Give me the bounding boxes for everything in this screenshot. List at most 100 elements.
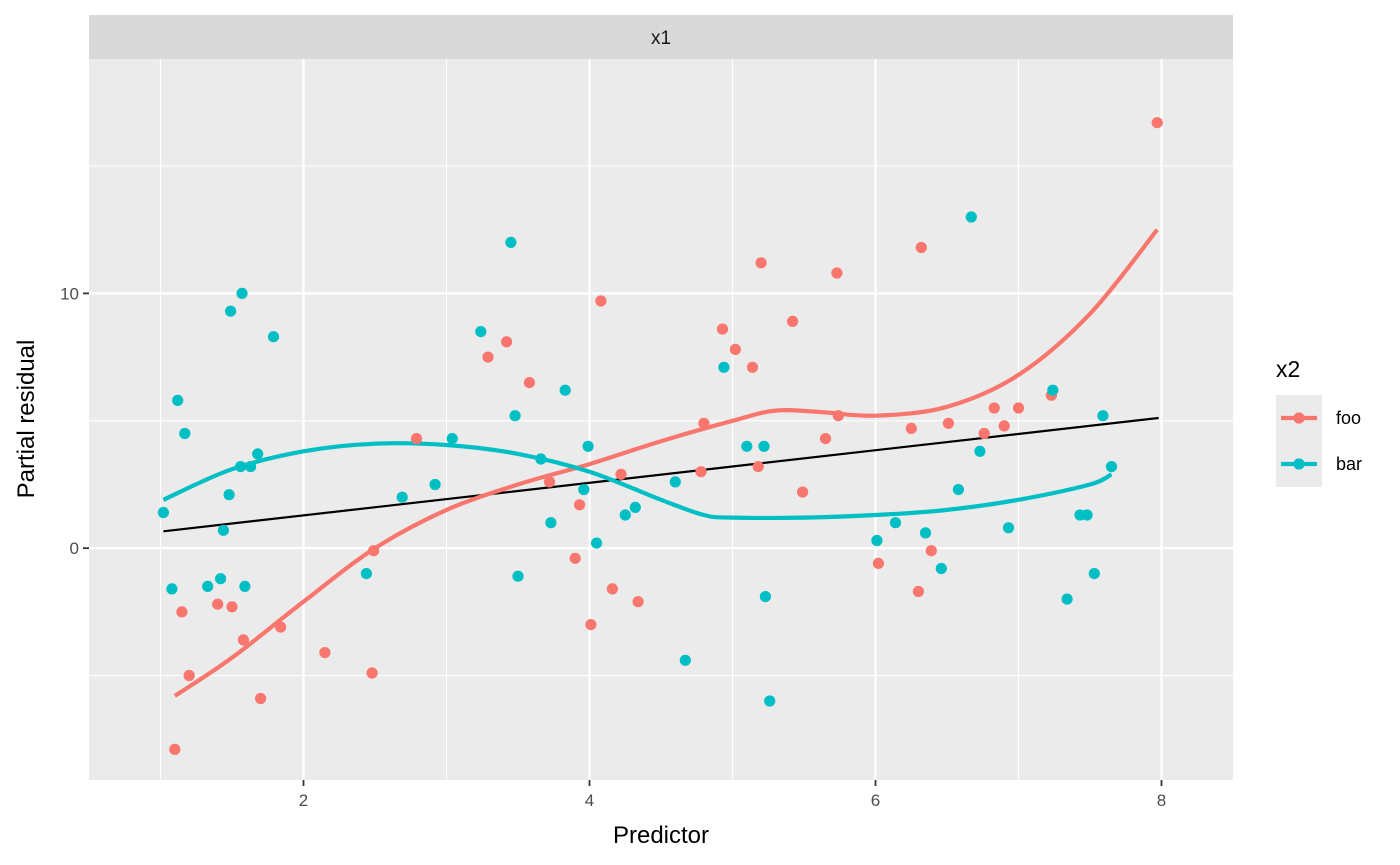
legend: x2 foo bar: [1276, 356, 1362, 487]
point-bar-43: [965, 211, 977, 223]
point-bar-4: [202, 580, 214, 593]
point-bar-42: [952, 484, 965, 496]
point-foo-2: [183, 669, 195, 682]
facet-strip-background: [89, 15, 1233, 59]
point-foo-44: [1012, 402, 1025, 414]
point-bar-11: [239, 580, 251, 593]
point-bar-21: [509, 410, 521, 422]
legend-keys: [1281, 412, 1317, 470]
point-bar-13: [252, 448, 264, 460]
point-bar-50: [1088, 568, 1100, 580]
x-tick-label-3: 8: [1157, 791, 1166, 810]
minor-gridlines: [89, 59, 1233, 780]
point-bar-28: [591, 537, 603, 549]
point-foo-28: [752, 461, 764, 473]
linear-fit-line: [163, 416, 1159, 533]
point-bar-23: [535, 453, 547, 465]
point-bar-52: [1105, 461, 1118, 473]
point-foo-46: [1151, 117, 1163, 129]
point-foo-5: [237, 634, 249, 646]
facet-strip-label: x1: [651, 28, 671, 49]
point-bar-12: [245, 461, 257, 473]
point-foo-16: [569, 552, 581, 564]
point-bar-0: [157, 506, 169, 519]
point-bar-31: [669, 476, 681, 488]
legend-label-bar: bar: [1336, 454, 1362, 474]
point-foo-32: [819, 433, 832, 445]
point-foo-29: [755, 257, 767, 269]
point-foo-42: [988, 402, 1000, 414]
major-gridlines: [89, 59, 1233, 780]
point-foo-3: [212, 598, 224, 610]
point-bar-19: [475, 326, 487, 338]
x-tick-label-2: 6: [871, 791, 880, 810]
point-foo-15: [543, 476, 556, 488]
point-bar-44: [974, 445, 986, 457]
point-foo-30: [787, 315, 799, 327]
point-bar-51: [1097, 410, 1109, 422]
y-tick-label-0: 0: [70, 539, 79, 558]
point-foo-38: [915, 241, 927, 254]
point-bar-17: [429, 478, 441, 491]
point-bar-25: [559, 384, 571, 396]
point-foo-37: [912, 585, 925, 598]
point-foo-7: [275, 621, 287, 633]
point-foo-14: [523, 377, 536, 389]
point-bar-45: [1002, 522, 1015, 534]
point-bar-8: [225, 305, 237, 317]
point-foo-36: [905, 422, 917, 434]
point-foo-33: [831, 267, 843, 279]
point-bar-10: [236, 287, 248, 299]
point-bar-5: [215, 573, 227, 585]
point-bar-22: [512, 570, 524, 582]
smooth-curve-bar: [162, 441, 1113, 520]
point-bar-20: [505, 236, 517, 248]
point-bar-16: [396, 491, 408, 503]
point-foo-6: [255, 692, 267, 705]
point-bar-37: [764, 695, 776, 707]
point-foo-43: [998, 420, 1010, 432]
legend-label-foo: foo: [1336, 408, 1361, 428]
point-bar-40: [919, 527, 932, 539]
x-tick-label-1: 4: [585, 791, 594, 810]
scatter-points-layer: [157, 117, 1163, 756]
smooth-curve-layer: [162, 228, 1159, 698]
point-bar-29: [619, 509, 631, 521]
point-bar-35: [758, 440, 770, 452]
point-foo-12: [482, 351, 494, 363]
point-bar-27: [582, 440, 594, 452]
point-bar-14: [267, 331, 280, 343]
point-foo-4: [226, 601, 238, 613]
point-bar-33: [718, 361, 730, 373]
point-foo-8: [319, 647, 331, 659]
linear-fit-layer: [163, 416, 1159, 533]
point-foo-17: [573, 499, 586, 511]
y-tick-label-1: 10: [60, 284, 79, 303]
legend-title: x2: [1276, 356, 1300, 382]
x-axis-title: Predictor: [613, 822, 709, 849]
point-bar-46: [1047, 384, 1059, 396]
point-bar-6: [217, 524, 229, 536]
point-bar-41: [935, 562, 947, 575]
smooth-curve-foo: [173, 228, 1159, 698]
point-bar-18: [446, 433, 458, 445]
point-bar-15: [360, 568, 372, 580]
point-bar-1: [166, 583, 178, 595]
point-bar-32: [679, 654, 691, 666]
plot-panel-background: [89, 59, 1233, 780]
y-axis-title: Partial residual: [13, 340, 40, 499]
point-bar-7: [223, 489, 235, 501]
point-foo-13: [501, 336, 513, 348]
point-foo-23: [695, 466, 707, 478]
point-foo-18: [585, 619, 597, 631]
point-foo-9: [366, 667, 378, 679]
point-foo-41: [978, 427, 990, 440]
point-foo-22: [632, 596, 644, 608]
point-foo-40: [942, 417, 955, 429]
x-tick-label-0: 2: [299, 791, 308, 810]
legend-key-point-bar: [1293, 458, 1305, 470]
point-bar-2: [172, 394, 184, 406]
point-foo-34: [832, 410, 844, 422]
point-bar-38: [871, 534, 883, 547]
